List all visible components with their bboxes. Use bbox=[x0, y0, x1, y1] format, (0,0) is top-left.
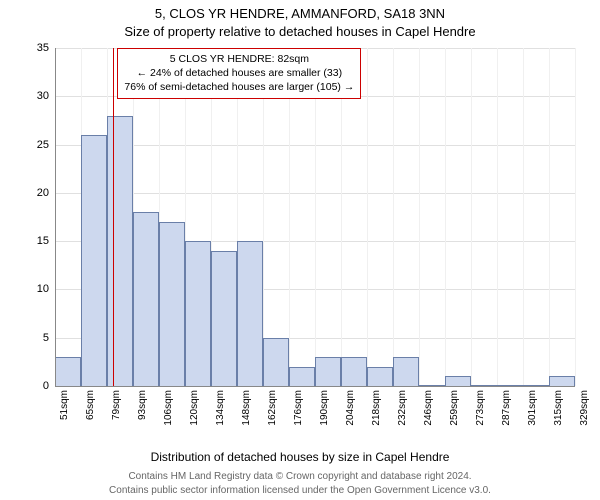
histogram-bar bbox=[185, 241, 211, 386]
gridline-vertical bbox=[445, 48, 446, 386]
histogram-bar bbox=[315, 357, 341, 386]
xtick-label: 79sqm bbox=[111, 390, 122, 420]
histogram-bar bbox=[289, 367, 315, 386]
xtick-label: 246sqm bbox=[423, 390, 434, 426]
x-axis-label: Distribution of detached houses by size … bbox=[0, 450, 600, 464]
xtick-label: 120sqm bbox=[189, 390, 200, 426]
annotation-line2: ← 24% of detached houses are smaller (33… bbox=[124, 66, 354, 80]
xtick-label: 218sqm bbox=[371, 390, 382, 426]
xtick-label: 134sqm bbox=[215, 390, 226, 426]
ytick-label: 5 bbox=[25, 332, 49, 344]
ytick-label: 15 bbox=[25, 235, 49, 247]
gridline-vertical bbox=[523, 48, 524, 386]
xtick-label: 162sqm bbox=[267, 390, 278, 426]
gridline-vertical bbox=[575, 48, 576, 386]
attribution-line2: Contains public sector information licen… bbox=[0, 485, 600, 496]
y-axis-line bbox=[55, 48, 56, 386]
histogram-bar bbox=[445, 376, 471, 386]
gridline-vertical bbox=[263, 48, 264, 386]
histogram-bar bbox=[393, 357, 419, 386]
histogram-bar bbox=[55, 357, 81, 386]
chart-title-line1: 5, CLOS YR HENDRE, AMMANFORD, SA18 3NN bbox=[0, 6, 600, 21]
xtick-label: 65sqm bbox=[85, 390, 96, 420]
histogram-bar bbox=[367, 367, 393, 386]
chart-title-line2: Size of property relative to detached ho… bbox=[0, 24, 600, 39]
ytick-label: 20 bbox=[25, 187, 49, 199]
ytick-label: 30 bbox=[25, 90, 49, 102]
histogram-bar bbox=[81, 135, 107, 386]
annotation-line1: 5 CLOS YR HENDRE: 82sqm bbox=[124, 52, 354, 66]
xtick-label: 93sqm bbox=[137, 390, 148, 420]
histogram-bar bbox=[237, 241, 263, 386]
annotation-box: 5 CLOS YR HENDRE: 82sqm← 24% of detached… bbox=[117, 48, 361, 99]
gridline-vertical bbox=[341, 48, 342, 386]
chart-container: 5, CLOS YR HENDRE, AMMANFORD, SA18 3NN S… bbox=[0, 0, 600, 500]
xtick-label: 259sqm bbox=[449, 390, 460, 426]
gridline-vertical bbox=[497, 48, 498, 386]
gridline-vertical bbox=[393, 48, 394, 386]
xtick-label: 287sqm bbox=[501, 390, 512, 426]
gridline-vertical bbox=[315, 48, 316, 386]
xtick-label: 315sqm bbox=[553, 390, 564, 426]
attribution-line1: Contains HM Land Registry data © Crown c… bbox=[0, 471, 600, 482]
histogram-bar bbox=[211, 251, 237, 386]
gridline-vertical bbox=[471, 48, 472, 386]
histogram-bar bbox=[107, 116, 133, 386]
histogram-bar bbox=[263, 338, 289, 386]
histogram-bar bbox=[549, 376, 575, 386]
ytick-label: 10 bbox=[25, 283, 49, 295]
xtick-label: 148sqm bbox=[241, 390, 252, 426]
xtick-label: 301sqm bbox=[527, 390, 538, 426]
ytick-label: 0 bbox=[25, 380, 49, 392]
annotation-line3: 76% of semi-detached houses are larger (… bbox=[124, 80, 354, 94]
histogram-bar bbox=[159, 222, 185, 386]
gridline-vertical bbox=[419, 48, 420, 386]
histogram-bar bbox=[133, 212, 159, 386]
xtick-label: 204sqm bbox=[345, 390, 356, 426]
xtick-label: 329sqm bbox=[579, 390, 590, 426]
x-axis-line bbox=[55, 386, 575, 387]
plot-area: 0510152025303551sqm65sqm79sqm93sqm106sqm… bbox=[55, 48, 575, 386]
gridline-vertical bbox=[549, 48, 550, 386]
xtick-label: 232sqm bbox=[397, 390, 408, 426]
ytick-label: 35 bbox=[25, 42, 49, 54]
xtick-label: 106sqm bbox=[163, 390, 174, 426]
xtick-label: 176sqm bbox=[293, 390, 304, 426]
histogram-bar bbox=[341, 357, 367, 386]
xtick-label: 51sqm bbox=[59, 390, 70, 420]
gridline-vertical bbox=[367, 48, 368, 386]
ytick-label: 25 bbox=[25, 139, 49, 151]
property-marker-line bbox=[113, 48, 115, 386]
xtick-label: 273sqm bbox=[475, 390, 486, 426]
xtick-label: 190sqm bbox=[319, 390, 330, 426]
gridline-vertical bbox=[289, 48, 290, 386]
